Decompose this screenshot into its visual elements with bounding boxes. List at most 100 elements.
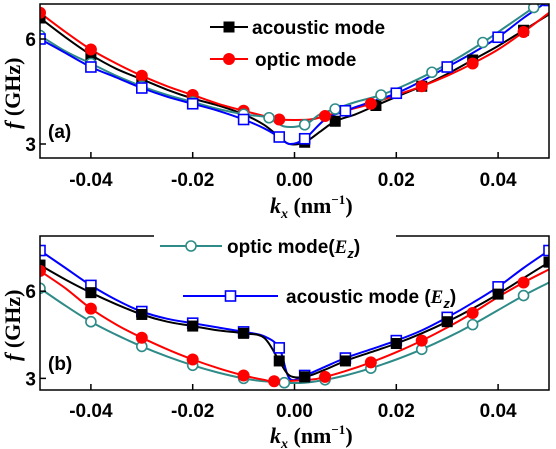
data-point bbox=[298, 132, 311, 145]
y-axis-label-unit: (GHz) bbox=[0, 290, 25, 354]
data-point bbox=[40, 259, 46, 271]
data-point bbox=[85, 315, 97, 328]
x-tick-label: 0.00 bbox=[276, 170, 313, 191]
x-axis-label: kx (nm−1) bbox=[270, 192, 353, 222]
data-point bbox=[136, 82, 148, 94]
data-point bbox=[477, 36, 489, 49]
data-point bbox=[237, 369, 250, 382]
x-axis-label-close: ) bbox=[345, 193, 352, 218]
x-axis-label-sup: −1 bbox=[331, 192, 345, 207]
data-point bbox=[273, 355, 285, 367]
data-point bbox=[84, 43, 97, 56]
data-point bbox=[84, 302, 97, 315]
x-tick-label: -0.04 bbox=[69, 401, 113, 422]
data-point bbox=[415, 80, 428, 93]
series-line-0 bbox=[40, 281, 549, 384]
data-point bbox=[527, 4, 540, 14]
x-axis-label-var: k bbox=[270, 193, 281, 218]
data-point bbox=[187, 320, 199, 332]
x-axis-label-sup: −1 bbox=[331, 422, 345, 437]
panel-label: (a) bbox=[48, 122, 71, 143]
data-point bbox=[263, 111, 275, 124]
legend-label-var: E bbox=[334, 237, 348, 258]
data-point bbox=[415, 334, 428, 347]
legend-label-sub: z bbox=[346, 246, 354, 261]
legend-label: acoustic mode bbox=[252, 18, 385, 39]
data-point bbox=[319, 370, 332, 383]
data-point bbox=[466, 57, 479, 70]
data-point bbox=[517, 26, 530, 38]
data-point bbox=[298, 118, 311, 131]
y-tick-label: 6 bbox=[25, 30, 36, 51]
data-point bbox=[136, 308, 148, 320]
data-point bbox=[441, 316, 453, 328]
data-point bbox=[278, 376, 291, 389]
x-axis-label-sub: x bbox=[280, 437, 288, 449]
data-point bbox=[329, 115, 341, 127]
data-point bbox=[299, 371, 311, 383]
x-tick-label: 0.02 bbox=[378, 170, 415, 191]
legend-marker bbox=[223, 21, 235, 33]
series-line-3 bbox=[40, 4, 546, 146]
plot-area bbox=[40, 4, 549, 148]
data-point bbox=[273, 131, 286, 143]
y-tick-label: 3 bbox=[25, 369, 36, 390]
legend-marker bbox=[223, 53, 235, 65]
data-point bbox=[329, 103, 342, 115]
legend-label-pre: optic mode( bbox=[227, 237, 335, 258]
x-axis-label-sub: x bbox=[280, 207, 288, 222]
x-axis-label-close: ) bbox=[345, 423, 352, 448]
panel-label: (b) bbox=[48, 354, 72, 375]
series-line-3 bbox=[40, 268, 549, 383]
data-point bbox=[390, 87, 403, 100]
x-axis-label-var: k bbox=[270, 423, 281, 448]
y-tick-label: 3 bbox=[25, 135, 36, 156]
y-axis-label: f (GHz) bbox=[0, 290, 25, 361]
legend-label-pre: acoustic mode ( bbox=[286, 287, 431, 308]
x-tick-label: 0.00 bbox=[276, 401, 313, 422]
data-point bbox=[319, 110, 332, 122]
x-axis-label-unit: (nm bbox=[288, 423, 331, 448]
legend-marker bbox=[185, 240, 197, 252]
legend-entry: acoustic mode bbox=[204, 14, 421, 40]
data-point bbox=[466, 307, 479, 319]
x-tick-label: 0.04 bbox=[480, 401, 517, 422]
legend-label: optic mode bbox=[255, 50, 356, 71]
x-tick-label: 0.02 bbox=[378, 401, 415, 422]
data-point bbox=[40, 6, 46, 19]
data-point bbox=[517, 276, 530, 289]
legend-label-post: ) bbox=[450, 287, 456, 308]
y-axis-label-var: f bbox=[0, 119, 25, 129]
data-point bbox=[492, 288, 504, 300]
data-point bbox=[492, 31, 504, 44]
legend-entry: acoustic mode (Ez) bbox=[177, 283, 456, 311]
x-tick-label: -0.02 bbox=[171, 170, 214, 191]
legend-label-post: ) bbox=[354, 237, 360, 258]
data-point bbox=[273, 342, 286, 354]
data-point bbox=[543, 256, 549, 268]
data-point bbox=[186, 97, 199, 110]
data-point bbox=[85, 61, 97, 73]
y-axis-label: f (GHz) bbox=[0, 58, 25, 129]
data-point bbox=[135, 69, 148, 82]
x-axis-label: kx (nm−1) bbox=[270, 422, 353, 449]
data-point bbox=[339, 355, 351, 367]
legend-label: acoustic mode (Ez) bbox=[286, 287, 456, 311]
x-tick-label: -0.04 bbox=[69, 170, 113, 191]
data-point bbox=[364, 356, 377, 369]
data-point bbox=[135, 331, 148, 344]
series-line-2 bbox=[40, 261, 549, 379]
data-point bbox=[517, 289, 530, 302]
data-point bbox=[40, 264, 46, 277]
legend-label: optic mode(Ez) bbox=[227, 237, 360, 261]
data-point bbox=[426, 66, 438, 79]
data-point bbox=[543, 244, 549, 257]
y-tick-label: 6 bbox=[25, 282, 36, 303]
panel-b: -0.04 -0.02 0.00 0.02 0.04 3 6 kx (nm−1) f (GHz)… bbox=[0, 233, 550, 449]
data-point bbox=[390, 338, 402, 350]
legend-label-sub: z bbox=[442, 296, 450, 311]
data-point bbox=[466, 318, 479, 331]
data-point bbox=[339, 104, 352, 117]
data-point bbox=[375, 89, 387, 101]
